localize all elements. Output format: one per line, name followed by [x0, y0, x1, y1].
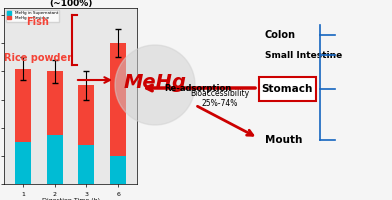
Bar — [110, 43, 126, 156]
Bar — [47, 71, 63, 135]
Bar — [78, 145, 94, 184]
Text: Rice powder: Rice powder — [4, 53, 72, 63]
FancyBboxPatch shape — [259, 77, 316, 101]
Text: Small Intestine: Small Intestine — [265, 50, 342, 60]
Text: MeHg: MeHg — [123, 72, 187, 92]
Text: Stomach: Stomach — [261, 84, 313, 94]
Text: Re-adsorption: Re-adsorption — [164, 84, 232, 93]
Text: Fish: Fish — [27, 17, 49, 27]
Legend: MeHg in Supernatant, MeHg in Residue: MeHg in Supernatant, MeHg in Residue — [6, 10, 59, 21]
Text: Colon: Colon — [265, 30, 296, 40]
Bar — [47, 135, 63, 184]
Bar — [15, 69, 31, 142]
Circle shape — [115, 45, 195, 125]
Bar — [78, 85, 94, 145]
X-axis label: Digestion Time (h): Digestion Time (h) — [42, 198, 100, 200]
Bar — [110, 156, 126, 184]
Title: Bioaccessibility
(~100%): Bioaccessibility (~100%) — [31, 0, 110, 8]
Bar — [15, 142, 31, 184]
Text: Mouth: Mouth — [265, 135, 302, 145]
Text: Bioaccessibility
25%-74%: Bioaccessibility 25%-74% — [191, 89, 250, 108]
